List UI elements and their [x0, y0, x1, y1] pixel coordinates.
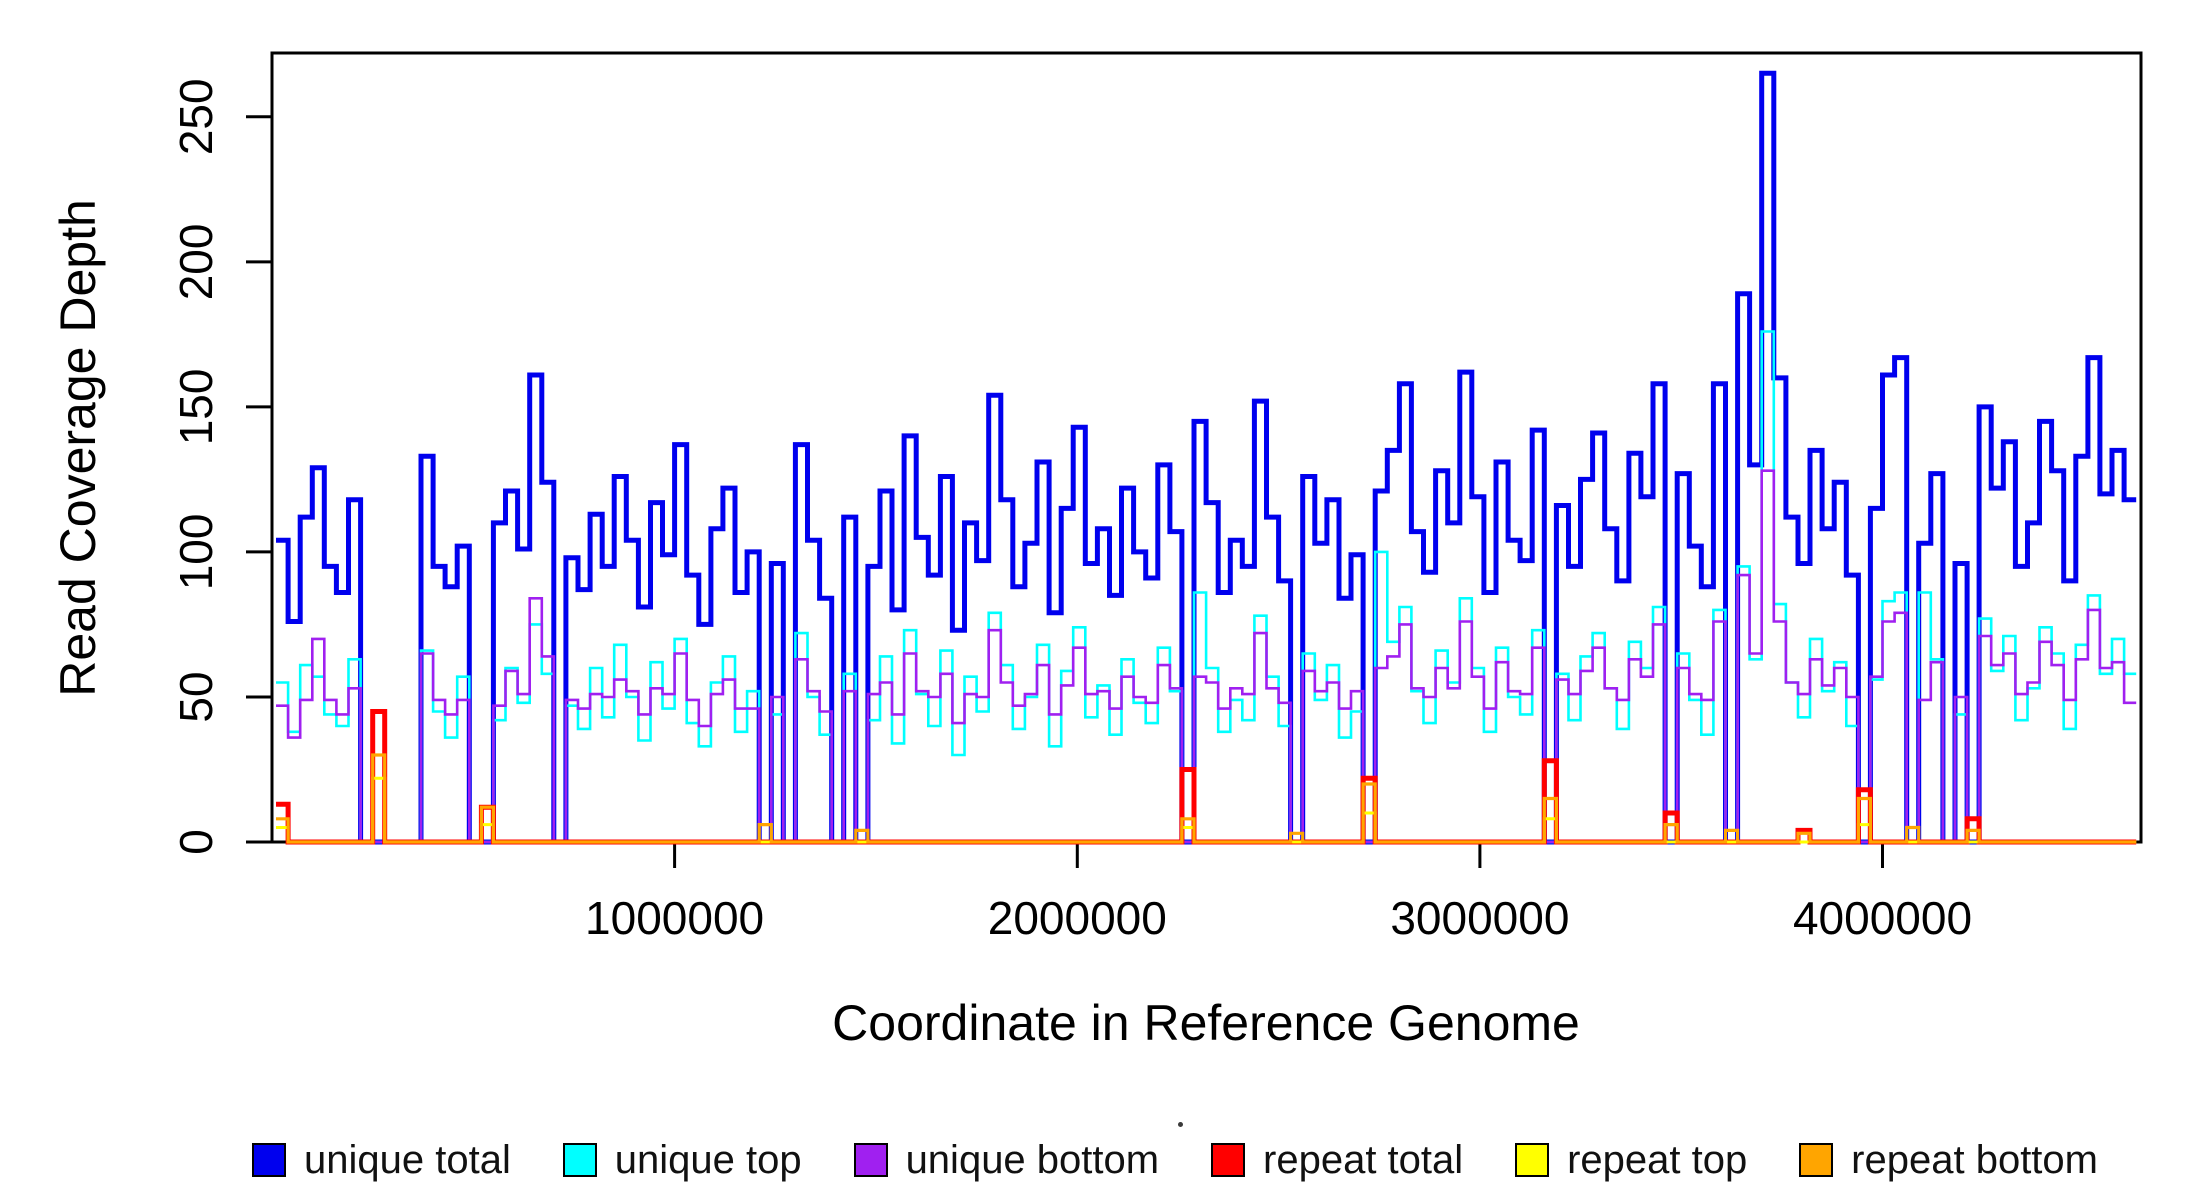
legend-label-unique-total: unique total: [304, 1138, 511, 1182]
x-tick-label: 1000000: [585, 892, 764, 944]
x-tick-label: 3000000: [1390, 892, 1569, 944]
legend-swatch-repeat-total: [1211, 1143, 1246, 1177]
legend-swatch-repeat-top: [1515, 1143, 1550, 1177]
y-tick-label: 50: [170, 671, 222, 722]
legend-swatch-repeat-bottom: [1799, 1143, 1834, 1177]
series-layer: [276, 70, 2137, 845]
legend-item-unique-bottom: unique bottom: [853, 1138, 1160, 1182]
y-tick-label: 150: [170, 369, 222, 446]
x-tick-label: 2000000: [988, 892, 1167, 944]
legend: unique total unique top unique bottom re…: [252, 1134, 2098, 1186]
y-tick-label: 200: [170, 224, 222, 301]
series-line-unique-total: [276, 70, 2137, 845]
legend-item-unique-top: unique top: [562, 1138, 802, 1182]
legend-item-repeat-bottom: repeat bottom: [1799, 1140, 2098, 1180]
y-axis-title: Read Coverage Depth: [50, 199, 106, 697]
x-axis-title: Coordinate in Reference Genome: [832, 995, 1580, 1051]
legend-label-unique-top: unique top: [614, 1138, 802, 1182]
legend-item-repeat-top: repeat top: [1515, 1140, 1747, 1180]
legend-label-repeat-total: repeat total: [1263, 1138, 1464, 1182]
legend-label-unique-bottom: unique bottom: [905, 1138, 1160, 1182]
legend-swatch-unique-bottom: [853, 1143, 888, 1177]
x-tick-label: 4000000: [1793, 892, 1972, 944]
legend-item-unique-total: unique total: [252, 1140, 511, 1180]
axes-layer: 1000000 2000000 3000000 4000000 0 50 100 150 200…: [170, 78, 1972, 944]
legend-swatch-unique-total: [252, 1143, 286, 1177]
legend-swatch-unique-top: [562, 1143, 597, 1177]
y-tick-label: 250: [170, 78, 222, 155]
legend-item-repeat-total: repeat total: [1211, 1140, 1463, 1180]
series-line-unique-bottom: [276, 469, 2137, 844]
legend-label-repeat-bottom: repeat bottom: [1851, 1138, 2098, 1182]
series-line-repeat-bottom: [276, 753, 2137, 844]
y-tick-label: 0: [170, 829, 222, 855]
legend-label-repeat-top: repeat top: [1567, 1138, 1748, 1182]
stray-dot-artifact: [1178, 1122, 1183, 1127]
y-tick-label: 100: [170, 514, 222, 591]
